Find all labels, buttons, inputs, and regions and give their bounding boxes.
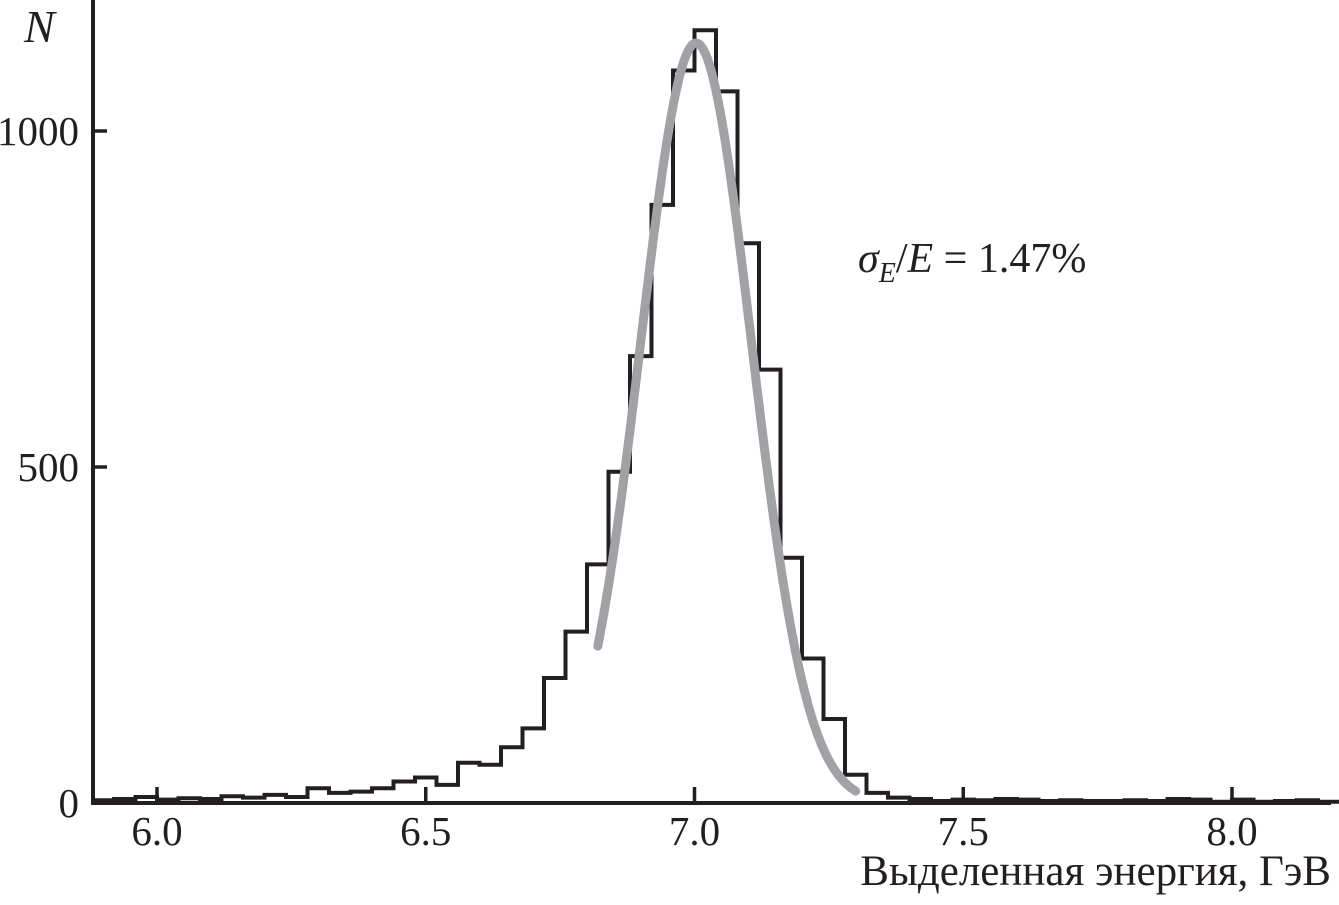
histogram-step-line [93,28,1339,804]
sigma-symbol: σ [858,236,879,282]
x-axis-title: Выделенная энергия, ГэВ [860,848,1331,895]
y-tick-label: 1000 [0,108,79,154]
y-tick-label: 500 [18,444,80,490]
gaussian-fit-curve [593,38,861,796]
slash: / [895,236,908,282]
y-axis-title: N [24,1,55,52]
y-tick-label: 0 [59,780,80,826]
x-tick-label: 7.5 [938,808,989,854]
sigma-subscript: E [878,258,896,289]
resolution-annotation: σE/E = 1.47% [858,236,1087,288]
x-tick-label: 6.5 [400,808,451,854]
x-tick-label: 8.0 [1206,808,1257,854]
x-tick-label: 7.0 [669,808,720,854]
energy-symbol: E [907,236,934,282]
x-tick-label: 6.0 [131,808,182,854]
resolution-value: = 1.47% [933,236,1087,282]
